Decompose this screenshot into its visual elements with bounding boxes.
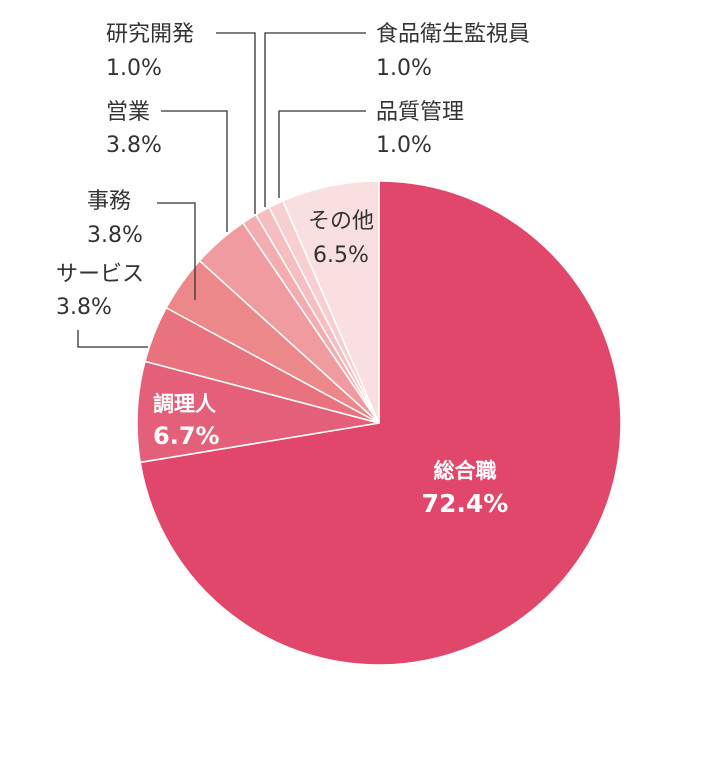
slice-label-eigyou: 営業 xyxy=(106,100,150,125)
slice-value-chourinin: 6.7% xyxy=(153,422,220,450)
pie-slices xyxy=(136,180,622,666)
slice-value-jimu: 3.8% xyxy=(87,223,143,248)
slice-value-sonota: 6.5% xyxy=(313,243,369,268)
leader-line-eigyou xyxy=(161,110,228,232)
slice-label-jimu: 事務 xyxy=(87,189,131,214)
leader-line-jimu xyxy=(157,202,196,300)
leader-lines xyxy=(77,32,366,348)
slice-label-shokuhin: 食品衛生監視員 xyxy=(376,22,530,47)
slice-label-kenkyuu: 研究開発 xyxy=(106,22,194,47)
slice-value-sougoushoku: 72.4% xyxy=(422,489,509,518)
slice-label-hinshitsu: 品質管理 xyxy=(376,100,464,125)
slice-value-service: 3.8% xyxy=(56,295,112,320)
slice-value-kenkyuu: 1.0% xyxy=(106,56,162,81)
slice-label-sougoushoku: 総合職 xyxy=(434,459,497,483)
slice-value-eigyou: 3.8% xyxy=(106,133,162,158)
slice-label-sonota: その他 xyxy=(308,209,374,234)
leader-line-shokuhin xyxy=(264,32,366,207)
slice-label-service: サービス xyxy=(56,262,144,287)
leader-line-hinshitsu xyxy=(278,110,366,198)
pie-slice-sonota xyxy=(281,180,380,424)
slice-value-shokuhin: 1.0% xyxy=(376,56,432,81)
leader-line-kenkyuu xyxy=(216,32,256,214)
pie-slice-sougoushoku xyxy=(139,180,622,666)
slice-label-chourinin: 調理人 xyxy=(153,392,216,416)
leader-line-service xyxy=(77,330,148,348)
slice-value-hinshitsu: 1.0% xyxy=(376,133,432,158)
